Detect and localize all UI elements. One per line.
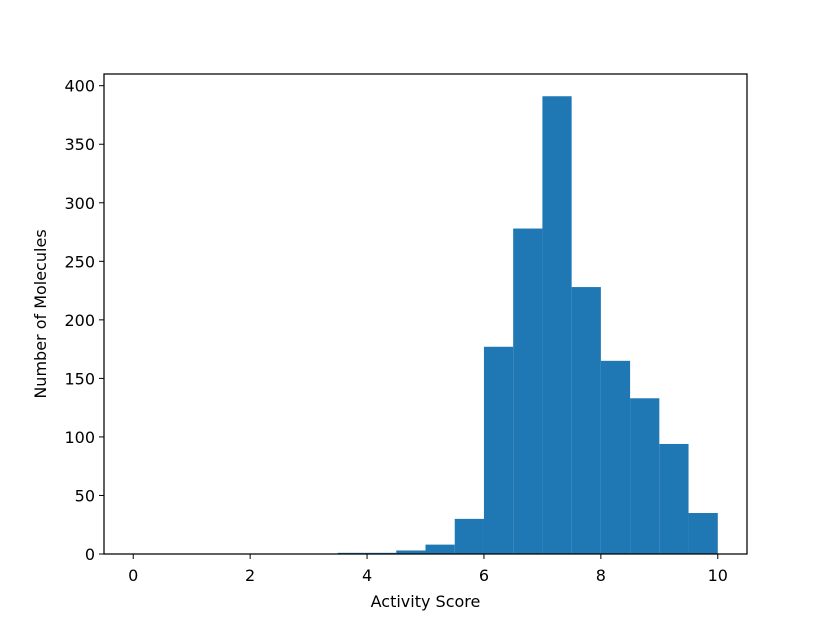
histogram-bar	[454, 518, 484, 554]
y-tick-label: 400	[64, 77, 95, 96]
bars-group	[337, 96, 718, 555]
x-tick-label: 4	[362, 566, 372, 585]
y-tick-label: 200	[64, 311, 95, 330]
y-tick-label: 150	[64, 369, 95, 388]
x-tick-label: 6	[479, 566, 489, 585]
x-tick-label: 8	[596, 566, 606, 585]
histogram-bar	[688, 513, 718, 554]
x-tick-label: 0	[128, 566, 138, 585]
histogram-bar	[542, 96, 572, 555]
histogram-bar	[513, 228, 543, 555]
histogram-bar	[600, 360, 631, 554]
y-tick-label: 300	[64, 194, 95, 213]
histogram-bar	[425, 544, 455, 554]
x-tick-label: 2	[245, 566, 255, 585]
histogram-bar	[483, 346, 514, 554]
histogram-bar	[571, 287, 601, 554]
y-axis-ticks: 0 50 100 150 200 250 300 350 400	[64, 77, 104, 564]
y-tick-label: 50	[75, 486, 95, 505]
y-tick-label: 350	[64, 135, 95, 154]
y-axis-label: Number of Molecules	[31, 229, 50, 398]
plot-frame	[103, 73, 748, 555]
y-tick-label: 0	[85, 545, 95, 564]
histogram-bar	[630, 398, 660, 554]
x-axis-ticks: 0 2 4 6 8 10	[128, 554, 728, 585]
y-tick-label: 250	[64, 252, 95, 271]
x-axis-label: Activity Score	[371, 592, 481, 611]
y-tick-label: 100	[64, 428, 95, 447]
x-tick-label: 10	[708, 566, 728, 585]
histogram-bar	[659, 443, 689, 554]
histogram-bar	[396, 550, 426, 554]
